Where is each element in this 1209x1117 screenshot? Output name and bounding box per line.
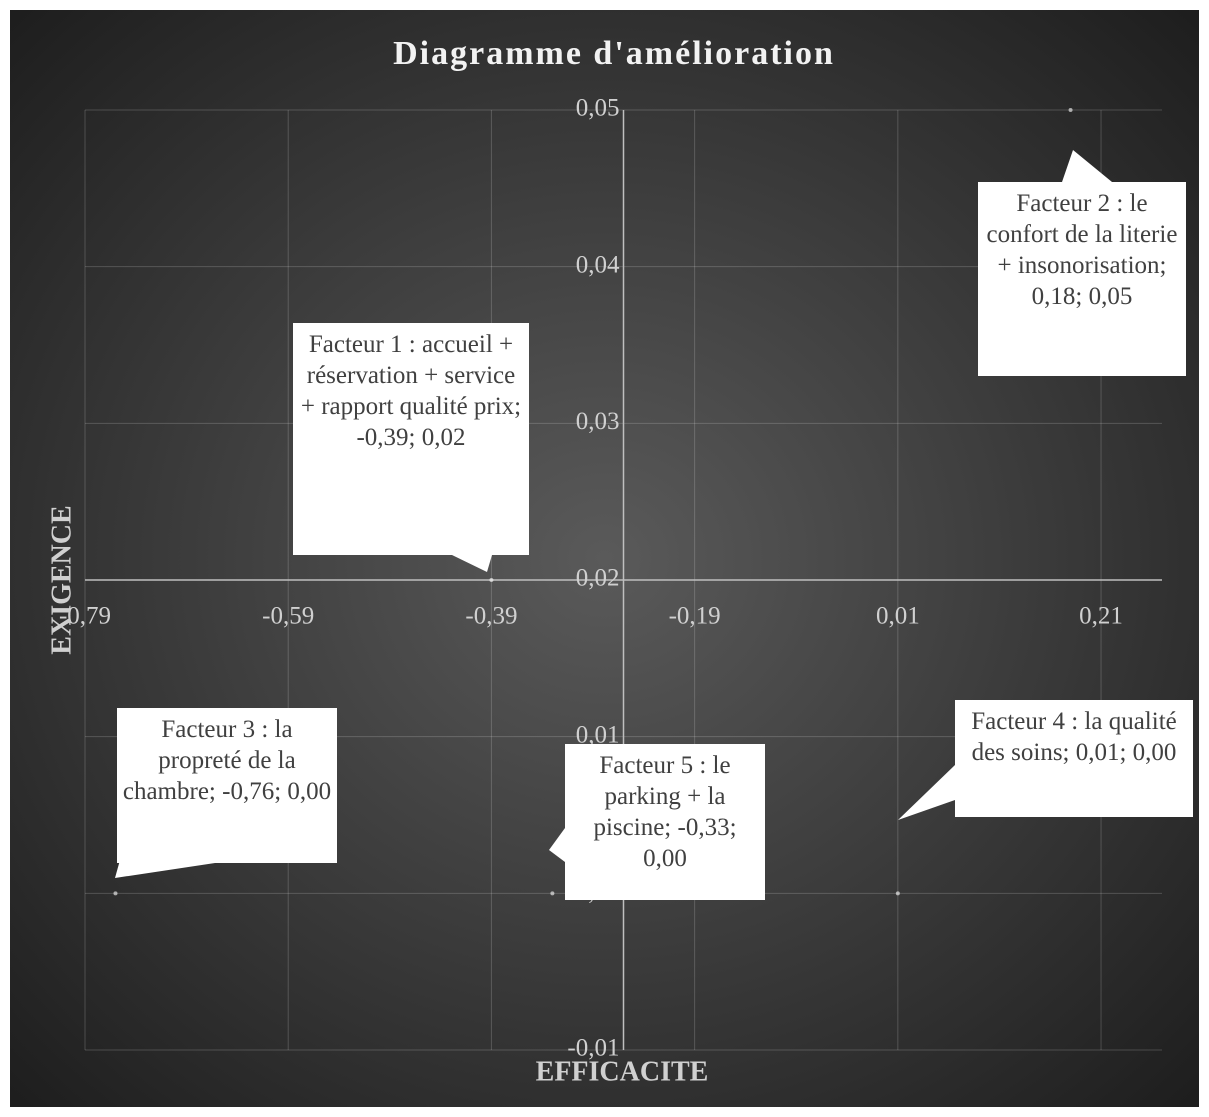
data-label: Facteur 2 : le confort de la literie + i… xyxy=(986,190,1178,310)
y-tick-label: 0,03 xyxy=(576,408,620,435)
callout: Facteur 3 : la propreté de la chambre; -… xyxy=(122,716,332,805)
x-tick-label: 0,21 xyxy=(1079,603,1123,630)
callout-box xyxy=(117,708,337,863)
point xyxy=(489,578,494,582)
x-tick-label: -0,39 xyxy=(465,603,517,630)
y-tick-label: 0,04 xyxy=(576,251,620,278)
x-tick-label: -0,59 xyxy=(262,603,314,630)
x-axis-title: EFFICACITE xyxy=(536,1056,709,1087)
callout-tail xyxy=(549,828,565,862)
callout: Facteur 5 : le parking + la piscine; -0,… xyxy=(593,752,737,872)
point xyxy=(1068,108,1073,112)
callout-box xyxy=(978,182,1186,376)
data-label: Facteur 4 : la qualité des soins; 0,01; … xyxy=(971,708,1177,766)
x-tick-label: -0,79 xyxy=(59,603,111,630)
callout-tail xyxy=(452,555,492,572)
callout-box xyxy=(293,323,529,555)
callout-box xyxy=(955,700,1193,817)
data-label: Facteur 1 : accueil + réservation + serv… xyxy=(300,331,522,451)
callout-tail xyxy=(898,765,955,820)
y-tick-label: -0,01 xyxy=(567,1035,619,1062)
y-tick-label: 0,01 xyxy=(576,721,620,748)
callout-box xyxy=(565,744,765,900)
data-label: Facteur 3 : la propreté de la chambre; -… xyxy=(122,716,332,805)
x-tick-label: 0,01 xyxy=(876,603,920,630)
callout: Facteur 4 : la qualité des soins; 0,01; … xyxy=(971,708,1177,766)
point xyxy=(895,891,900,896)
callout-tail xyxy=(115,860,215,878)
x-tick-label: -0,19 xyxy=(669,603,721,630)
data-label: Facteur 5 : le parking + la piscine; -0,… xyxy=(593,752,737,872)
callout: Facteur 1 : accueil + réservation + serv… xyxy=(300,331,522,451)
chart-title: Diagramme d'amélioration xyxy=(393,35,835,72)
point xyxy=(113,891,118,896)
callout: Facteur 2 : le confort de la literie + i… xyxy=(986,190,1178,310)
chart-background xyxy=(10,10,1199,1107)
point xyxy=(550,891,555,896)
callout-tail xyxy=(1062,150,1112,182)
y-axis-title: EXIGENCE xyxy=(46,505,77,654)
y-tick-label: 0,05 xyxy=(576,95,620,122)
y-tick-label: 0,02 xyxy=(576,565,620,592)
